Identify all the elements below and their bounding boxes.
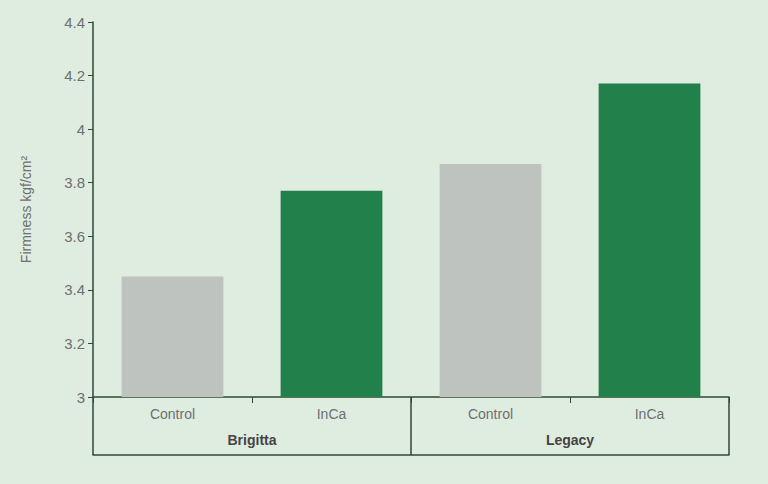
svg-text:Control: Control [468,406,513,422]
svg-text:4.4: 4.4 [64,14,85,31]
svg-text:Control: Control [150,406,195,422]
svg-text:3.2: 3.2 [64,335,85,352]
svg-text:3.8: 3.8 [64,174,85,191]
svg-text:3.6: 3.6 [64,228,85,245]
svg-text:3.4: 3.4 [64,281,85,298]
svg-text:Brigitta: Brigitta [228,432,277,448]
svg-text:InCa: InCa [317,406,347,422]
svg-text:4.2: 4.2 [64,67,85,84]
svg-text:InCa: InCa [635,406,665,422]
svg-text:Legacy: Legacy [546,432,594,448]
svg-text:3: 3 [77,389,85,406]
svg-text:4: 4 [77,121,85,138]
svg-text:Firmness kgf/cm²: Firmness kgf/cm² [18,155,34,263]
